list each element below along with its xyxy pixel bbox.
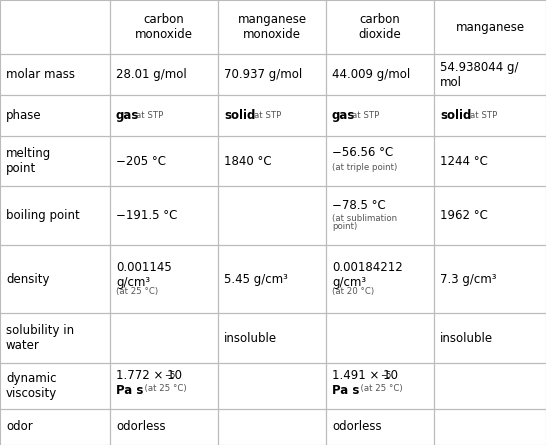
Text: 28.01 g/mol: 28.01 g/mol <box>116 69 187 81</box>
Bar <box>0 313 110 363</box>
Text: at STP: at STP <box>254 111 282 120</box>
Bar <box>0 0 110 54</box>
Text: dynamic
viscosity: dynamic viscosity <box>6 372 57 400</box>
Text: point): point) <box>332 222 357 231</box>
Text: 0.001145: 0.001145 <box>116 261 172 274</box>
Text: manganese: manganese <box>455 21 525 34</box>
Bar <box>110 245 218 313</box>
Bar <box>434 0 546 54</box>
Text: (at 25 °C): (at 25 °C) <box>139 384 187 393</box>
Bar <box>0 95 110 136</box>
Text: at STP: at STP <box>471 111 498 120</box>
Bar <box>326 95 434 136</box>
Text: odor: odor <box>6 421 33 433</box>
Text: melting
point: melting point <box>6 147 51 175</box>
Bar <box>218 409 326 445</box>
Bar <box>110 409 218 445</box>
Text: g/cm³: g/cm³ <box>116 276 150 289</box>
Bar <box>218 0 326 54</box>
Text: carbon
dioxide: carbon dioxide <box>359 13 401 41</box>
Bar <box>326 54 434 95</box>
Bar <box>0 409 110 445</box>
Text: 1840 °C: 1840 °C <box>224 155 271 168</box>
Text: gas: gas <box>116 109 139 122</box>
Bar <box>0 363 110 409</box>
Text: 70.937 g/mol: 70.937 g/mol <box>224 69 302 81</box>
Text: −56.56 °C: −56.56 °C <box>332 146 393 159</box>
Bar <box>218 136 326 186</box>
Text: −78.5 °C: −78.5 °C <box>332 198 386 212</box>
Text: 44.009 g/mol: 44.009 g/mol <box>332 69 410 81</box>
Bar <box>326 136 434 186</box>
Text: 5.45 g/cm³: 5.45 g/cm³ <box>224 273 288 286</box>
Bar <box>0 136 110 186</box>
Text: odorless: odorless <box>332 421 382 433</box>
Bar <box>326 186 434 245</box>
Text: molar mass: molar mass <box>6 69 75 81</box>
Bar <box>0 245 110 313</box>
Bar <box>110 186 218 245</box>
Bar <box>110 136 218 186</box>
Bar <box>0 54 110 95</box>
Text: at STP: at STP <box>135 111 163 120</box>
Text: manganese
monoxide: manganese monoxide <box>238 13 306 41</box>
Text: Pa s: Pa s <box>116 384 144 397</box>
Text: carbon
monoxide: carbon monoxide <box>135 13 193 41</box>
Bar <box>110 54 218 95</box>
Bar <box>218 313 326 363</box>
Bar <box>434 186 546 245</box>
Text: −5: −5 <box>164 371 175 380</box>
Text: 1.772 × 10: 1.772 × 10 <box>116 369 182 382</box>
Text: −205 °C: −205 °C <box>116 155 166 168</box>
Bar <box>218 95 326 136</box>
Text: 1.491 × 10: 1.491 × 10 <box>332 369 398 382</box>
Text: gas: gas <box>332 109 355 122</box>
Text: Pa s: Pa s <box>332 384 359 397</box>
Bar <box>434 363 546 409</box>
Bar <box>218 186 326 245</box>
Bar <box>110 95 218 136</box>
Text: (at 25 °C): (at 25 °C) <box>355 384 402 393</box>
Text: at STP: at STP <box>352 111 379 120</box>
Bar <box>434 54 546 95</box>
Text: 1962 °C: 1962 °C <box>440 209 488 222</box>
Bar <box>326 363 434 409</box>
Text: solubility in
water: solubility in water <box>6 324 74 352</box>
Text: solid: solid <box>440 109 471 122</box>
Bar <box>434 136 546 186</box>
Bar <box>326 245 434 313</box>
Bar <box>326 409 434 445</box>
Bar <box>434 95 546 136</box>
Text: (at 25 °C): (at 25 °C) <box>116 287 158 296</box>
Bar <box>434 409 546 445</box>
Text: boiling point: boiling point <box>6 209 80 222</box>
Bar <box>110 363 218 409</box>
Bar <box>326 313 434 363</box>
Text: −5: −5 <box>380 371 391 380</box>
Bar <box>110 313 218 363</box>
Text: (at triple point): (at triple point) <box>332 163 397 172</box>
Bar <box>0 186 110 245</box>
Bar <box>110 0 218 54</box>
Text: −191.5 °C: −191.5 °C <box>116 209 177 222</box>
Text: 0.00184212: 0.00184212 <box>332 261 403 274</box>
Bar <box>434 245 546 313</box>
Text: insoluble: insoluble <box>440 332 493 345</box>
Text: 1244 °C: 1244 °C <box>440 155 488 168</box>
Text: g/cm³: g/cm³ <box>332 276 366 289</box>
Bar <box>326 0 434 54</box>
Bar <box>218 54 326 95</box>
Text: (at sublimation: (at sublimation <box>332 214 397 222</box>
Bar <box>218 363 326 409</box>
Bar <box>218 245 326 313</box>
Text: 54.938044 g/
mol: 54.938044 g/ mol <box>440 61 519 89</box>
Text: odorless: odorless <box>116 421 165 433</box>
Text: density: density <box>6 273 50 286</box>
Text: phase: phase <box>6 109 41 122</box>
Text: solid: solid <box>224 109 256 122</box>
Bar <box>434 313 546 363</box>
Text: 7.3 g/cm³: 7.3 g/cm³ <box>440 273 496 286</box>
Text: insoluble: insoluble <box>224 332 277 345</box>
Text: (at 20 °C): (at 20 °C) <box>332 287 374 296</box>
